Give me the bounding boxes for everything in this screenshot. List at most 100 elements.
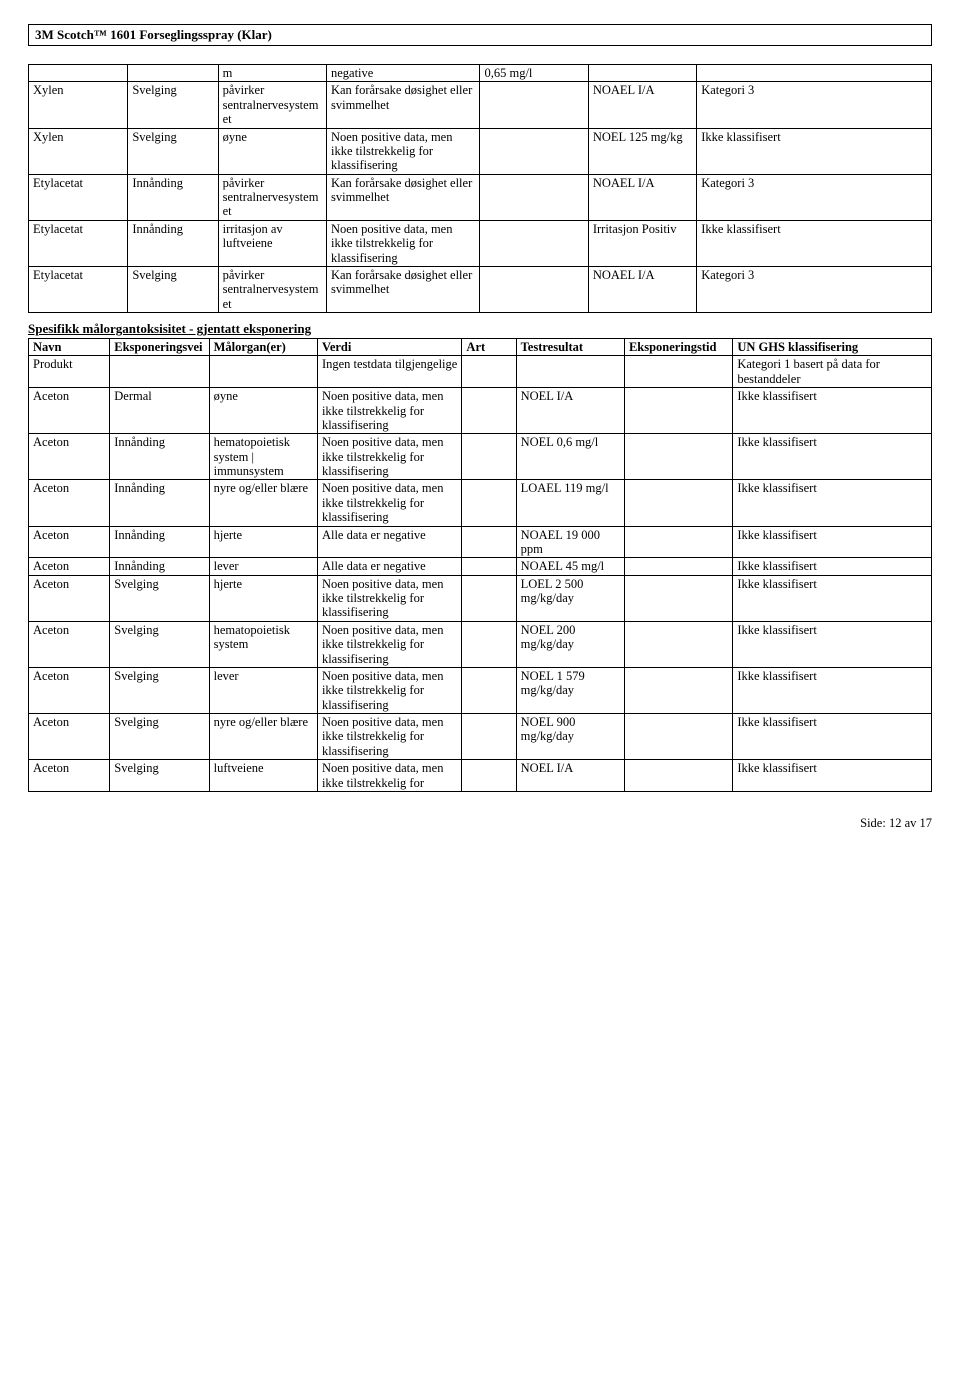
table-cell: Alle data er negative <box>317 558 461 575</box>
table-row: EtylacetatSvelgingpåvirker sentralnerves… <box>29 266 932 312</box>
table-row: AcetonSvelgingluftveieneNoen positive da… <box>29 760 932 792</box>
table-cell <box>624 575 732 621</box>
table-cell: Noen positive data, men ikke tilstrekkel… <box>317 621 461 667</box>
table-row: ProduktIngen testdata tilgjengeligeKateg… <box>29 356 932 388</box>
table-cell: Ikke klassifisert <box>733 621 932 667</box>
table-cell <box>462 667 516 713</box>
table-cell: LOEL 2 500 mg/kg/day <box>516 575 624 621</box>
table-cell <box>29 65 128 82</box>
table-cell: NOAEL 19 000 ppm <box>516 526 624 558</box>
table-cell: NOAEL I/A <box>588 174 696 220</box>
table-cell: Etylacetat <box>29 266 128 312</box>
table-cell: Ikke klassifisert <box>697 220 932 266</box>
table-row: AcetonInnåndingnyre og/eller blæreNoen p… <box>29 480 932 526</box>
table-cell: nyre og/eller blære <box>209 714 317 760</box>
table-cell: Innånding <box>128 220 218 266</box>
table-row: mnegative0,65 mg/l <box>29 65 932 82</box>
table-cell: Ikke klassifisert <box>733 667 932 713</box>
table-cell: Noen positive data, men ikke tilstrekkel… <box>317 388 461 434</box>
table-cell: Aceton <box>29 526 110 558</box>
table-cell: Alle data er negative <box>317 526 461 558</box>
table-cell: luftveiene <box>209 760 317 792</box>
table-cell: Noen positive data, men ikke tilstrekkel… <box>326 128 480 174</box>
table-cell <box>480 174 588 220</box>
table-header-cell: UN GHS klassifisering <box>733 339 932 356</box>
table-cell: hematopoietisk system | immunsystem <box>209 434 317 480</box>
table-cell: Noen positive data, men ikke tilstrekkel… <box>317 575 461 621</box>
toxicity-table-2: NavnEksponeringsveiMålorgan(er)VerdiArtT… <box>28 338 932 792</box>
table-cell <box>624 356 732 388</box>
table-cell: Noen positive data, men ikke tilstrekkel… <box>317 480 461 526</box>
document-title-box: 3M Scotch™ 1601 Forseglingsspray (Klar) <box>28 24 932 46</box>
table-header-row: NavnEksponeringsveiMålorgan(er)VerdiArtT… <box>29 339 932 356</box>
table-cell: Irritasjon Positiv <box>588 220 696 266</box>
table-cell: Noen positive data, men ikke tilstrekkel… <box>317 714 461 760</box>
table-cell <box>462 526 516 558</box>
table-cell <box>462 760 516 792</box>
table-row: AcetonSvelginghjerteNoen positive data, … <box>29 575 932 621</box>
table-cell: NOEL 0,6 mg/l <box>516 434 624 480</box>
table-cell: Noen positive data, men ikke tilstrekkel… <box>317 434 461 480</box>
table-cell: Aceton <box>29 667 110 713</box>
table-cell <box>516 356 624 388</box>
table-cell: Aceton <box>29 760 110 792</box>
page-footer: Side: 12 av 17 <box>28 816 932 831</box>
table-cell: NOEL 200 mg/kg/day <box>516 621 624 667</box>
table-cell: Ikke klassifisert <box>733 480 932 526</box>
table-cell <box>624 388 732 434</box>
table-cell: Aceton <box>29 558 110 575</box>
table-cell: Innånding <box>110 480 209 526</box>
table-cell <box>624 760 732 792</box>
table-cell: Svelging <box>110 575 209 621</box>
table-cell <box>462 388 516 434</box>
table-cell <box>624 558 732 575</box>
table-cell: Ikke klassifisert <box>733 760 932 792</box>
table-cell <box>462 434 516 480</box>
table-cell: NOEL I/A <box>516 388 624 434</box>
table-cell <box>128 65 218 82</box>
table-cell <box>624 714 732 760</box>
table-cell: Noen positive data, men ikke tilstrekkel… <box>326 220 480 266</box>
table-cell: hjerte <box>209 526 317 558</box>
table-cell: påvirker sentralnervesystemet <box>218 174 326 220</box>
table-cell: Noen positive data, men ikke tilstrekkel… <box>317 760 461 792</box>
table-cell <box>209 356 317 388</box>
table-cell <box>697 65 932 82</box>
table-cell <box>624 621 732 667</box>
table-cell: NOEL 125 mg/kg <box>588 128 696 174</box>
table-cell: lever <box>209 667 317 713</box>
table-row: AcetonSvelginghematopoietisk systemNoen … <box>29 621 932 667</box>
table-cell: Etylacetat <box>29 174 128 220</box>
table-cell <box>588 65 696 82</box>
table-cell: Svelging <box>110 714 209 760</box>
table-cell: øyne <box>218 128 326 174</box>
table-cell: Svelging <box>110 621 209 667</box>
table-cell: Kategori 3 <box>697 82 932 128</box>
table-header-cell: Eksponeringsvei <box>110 339 209 356</box>
table-cell: Innånding <box>110 526 209 558</box>
table-cell: NOEL I/A <box>516 760 624 792</box>
table-cell: NOAEL I/A <box>588 266 696 312</box>
table-header-cell: Navn <box>29 339 110 356</box>
table-cell: Aceton <box>29 388 110 434</box>
section-title-repeated-exposure: Spesifikk målorgantoksisitet - gjentatt … <box>28 321 932 337</box>
table-cell: Aceton <box>29 434 110 480</box>
table-cell <box>110 356 209 388</box>
table-cell <box>624 434 732 480</box>
table-cell: Aceton <box>29 575 110 621</box>
table-cell: Kategori 3 <box>697 266 932 312</box>
table-cell: Ikke klassifisert <box>733 388 932 434</box>
table-cell: Innånding <box>110 558 209 575</box>
table-cell: Etylacetat <box>29 220 128 266</box>
table-header-cell: Art <box>462 339 516 356</box>
table-cell: Ikke klassifisert <box>733 575 932 621</box>
table-cell: irritasjon av luftveiene <box>218 220 326 266</box>
table-cell: Kan forårsake døsighet eller svimmelhet <box>326 266 480 312</box>
table-cell: Svelging <box>128 128 218 174</box>
table-cell <box>462 621 516 667</box>
table-cell: NOEL 900 mg/kg/day <box>516 714 624 760</box>
table-cell: Noen positive data, men ikke tilstrekkel… <box>317 667 461 713</box>
table-header-cell: Testresultat <box>516 339 624 356</box>
table-cell <box>462 714 516 760</box>
table-cell <box>480 266 588 312</box>
